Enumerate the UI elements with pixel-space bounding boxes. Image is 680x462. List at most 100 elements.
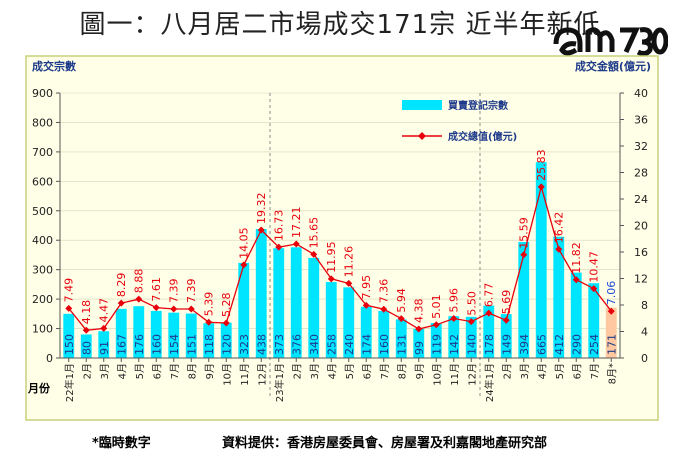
bar-value-label: 160: [378, 334, 391, 355]
line-value-label: 5.50: [465, 291, 478, 316]
bar-9月: [203, 323, 215, 358]
line-point-2月: [502, 316, 510, 324]
x-axis-tick-label: 6月: [571, 363, 583, 379]
x-axis-tick-label: 12月: [466, 363, 478, 386]
bar-value-label: 150: [63, 334, 76, 355]
x-axis-tick-label: 3月: [309, 363, 321, 379]
bar-value-label: 376: [290, 334, 303, 355]
line-point-7月: [590, 285, 598, 293]
x-axis-tick-label: 11月: [239, 363, 251, 386]
line-value-label: 19.32: [255, 193, 268, 225]
line-point-5月: [555, 245, 563, 253]
line-point-8月: [397, 315, 405, 323]
line-point-10月: [432, 321, 440, 329]
line-value-label: 5.28: [220, 293, 233, 318]
legend-bar-label: 買賣登記宗數: [448, 99, 508, 112]
bar-10月: [430, 322, 442, 358]
line-point-9月: [415, 325, 423, 333]
x-axis-tick-label: 5月: [134, 363, 146, 379]
bar-6月: [360, 306, 372, 358]
bar-8月*: [605, 307, 617, 358]
line-point-6月: [152, 304, 160, 312]
x-axis-tick-label: 12月: [256, 363, 268, 386]
line-point-23年1月: [275, 243, 283, 251]
line-value-label: 5.94: [395, 288, 408, 313]
line-value-label: 4.47: [98, 298, 111, 323]
x-axis-tick-label: 9月: [414, 363, 426, 379]
chart-frame: [25, 55, 659, 421]
left-axis-tick-label: 500: [32, 205, 53, 218]
bar-24年1月: [483, 305, 495, 358]
line-value-label: 8.29: [115, 273, 128, 298]
x-axis-tick-label: 8月: [186, 363, 198, 379]
line-value-label: 4.38: [413, 298, 426, 323]
line-value-label: 11.26: [343, 246, 356, 278]
line-point-11月: [450, 315, 458, 323]
line-point-5月: [135, 295, 143, 303]
x-axis-tick-label: 10月: [221, 363, 233, 386]
bar-value-label: 118: [203, 334, 216, 355]
line-value-label: 6.77: [483, 283, 496, 308]
line-point-6月: [572, 276, 580, 284]
bar-3月: [98, 331, 110, 358]
bar-value-label: 151: [185, 334, 198, 355]
bar-value-label: 174: [360, 334, 373, 355]
bar-7月: [168, 312, 180, 358]
legend-line-marker: [418, 132, 426, 140]
right-axis-tick-label: 16: [634, 246, 648, 259]
bar-22年1月: [63, 313, 75, 358]
line-value-label: 25.83: [535, 149, 548, 181]
bar-3月: [518, 241, 530, 358]
x-axis-tick-label: 10月: [431, 363, 443, 386]
x-axis-tick-label: 22年1月: [63, 363, 76, 402]
line-value-label: 4.18: [80, 300, 93, 325]
left-axis-tick-label: 300: [32, 264, 53, 277]
x-axis-tick-label: 4月: [536, 363, 548, 379]
line-value-label: 11.82: [570, 242, 583, 274]
line-value-label: 7.39: [168, 279, 181, 304]
x-axis-tick-label: 8月: [396, 363, 408, 379]
bar-value-label: 142: [448, 334, 461, 355]
line-value-label: 15.59: [518, 217, 531, 249]
bar-4月: [115, 308, 127, 358]
bar-value-label: 665: [535, 334, 548, 355]
left-axis-tick-label: 100: [32, 323, 53, 336]
bar-value-label: 438: [255, 334, 268, 355]
bar-5月: [343, 287, 355, 358]
bar-2月: [290, 247, 302, 358]
left-axis-tick-label: 800: [32, 116, 53, 129]
line-value-label: 11.95: [325, 241, 338, 273]
line-point-12月: [257, 226, 265, 234]
left-axis-title: 成交宗數: [32, 59, 76, 73]
line-point-24年1月: [485, 309, 493, 317]
bar-3月: [308, 257, 320, 358]
bar-11月: [448, 316, 460, 358]
bar-value-label: 373: [273, 334, 286, 355]
line-value-label: 10.47: [588, 251, 601, 283]
line-value-label: 7.39: [185, 279, 198, 304]
x-axis-tick-label: 5月: [554, 363, 566, 379]
legend-line-label: 成交總值(億元): [448, 130, 517, 143]
line-value-label: 17.21: [290, 206, 303, 238]
x-axis-tick-label: 11月: [449, 363, 461, 386]
x-axis-tick-label: 3月: [519, 363, 531, 379]
line-point-3月: [100, 324, 108, 332]
line-value-label: 7.61: [150, 277, 163, 302]
bar-2月: [80, 334, 92, 358]
chart-title: 圖一：八月居二市場成交171宗 近半年新低: [79, 10, 601, 40]
bar-value-label: 394: [518, 334, 531, 355]
bar-value-label: 140: [465, 334, 478, 355]
x-axis-tick-label: 4月: [116, 363, 128, 379]
line-value-label: 5.39: [203, 292, 216, 317]
line-point-3月: [520, 251, 528, 259]
line-value-label: 14.05: [238, 227, 251, 259]
right-axis-tick-label: 28: [634, 167, 648, 180]
x-axis-title: 月份: [27, 381, 51, 395]
bar-value-label: 99: [413, 341, 426, 355]
line-point-4月: [537, 183, 545, 191]
line-point-6月: [362, 301, 370, 309]
line-point-9月: [205, 318, 213, 326]
am730-logo: [553, 27, 668, 57]
line-point-12月: [467, 318, 475, 326]
line-point-11月: [240, 261, 248, 269]
